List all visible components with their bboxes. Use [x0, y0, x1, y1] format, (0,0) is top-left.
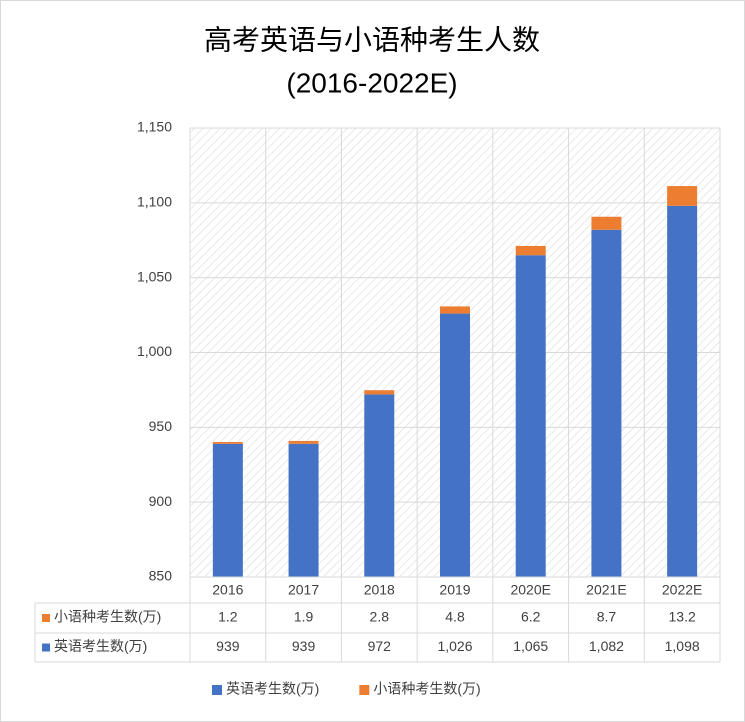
table-cell: 939	[216, 638, 240, 654]
y-tick-label: 1,000	[137, 343, 172, 359]
bar-segment	[364, 390, 395, 395]
bar-segment	[212, 442, 243, 444]
legend-key	[212, 685, 222, 695]
table-cell: 972	[368, 638, 392, 654]
y-tick-label: 950	[149, 418, 173, 434]
y-tick-label: 1,150	[137, 119, 172, 135]
chart-subtitle: (2016-2022E)	[286, 67, 457, 98]
table-cell: 1,098	[665, 638, 700, 654]
table-cell: 1.9	[294, 609, 314, 625]
bar-segment	[212, 443, 243, 577]
bar-segment	[515, 255, 546, 577]
bar-segment	[364, 394, 395, 577]
bar-segment	[667, 205, 698, 577]
x-tick-label: 2017	[288, 582, 319, 598]
table-legend-key	[42, 643, 50, 652]
bar-segment	[591, 229, 622, 578]
table-cell: 13.2	[669, 609, 696, 625]
y-tick-label: 1,100	[137, 194, 172, 210]
bar-segment	[288, 443, 319, 577]
table-cell: 1.2	[218, 609, 238, 625]
table-cell: 939	[292, 638, 316, 654]
bar-segment	[591, 216, 622, 230]
x-tick-label: 2020E	[510, 582, 550, 598]
legend-label: 小语种考生数(万)	[373, 681, 480, 697]
bar-segment	[440, 313, 470, 577]
x-tick-label: 2022E	[662, 582, 702, 598]
x-tick-label: 2021E	[586, 582, 626, 598]
x-tick-label: 2019	[439, 582, 470, 598]
bar-segment	[515, 245, 546, 256]
y-tick-label: 900	[149, 493, 173, 509]
table-cell: 4.8	[445, 609, 465, 625]
table-cell: 1,065	[513, 638, 548, 654]
y-tick-label: 850	[149, 568, 173, 584]
table-legend-key	[42, 614, 50, 622]
bar-segment	[667, 186, 698, 206]
bar-segment	[288, 440, 319, 444]
x-tick-label: 2016	[212, 582, 243, 598]
chart-title: 高考英语与小语种考生人数	[204, 24, 540, 55]
table-row-label: 英语考生数(万)	[54, 638, 147, 654]
table-row-label: 小语种考生数(万)	[54, 609, 161, 625]
legend-key	[359, 685, 370, 695]
x-tick-label: 2018	[364, 582, 395, 598]
table-cell: 2.8	[370, 609, 390, 625]
table-cell: 8.7	[597, 609, 617, 625]
table-cell: 1,082	[589, 638, 624, 654]
table-cell: 6.2	[521, 609, 541, 625]
bar-segment	[440, 306, 470, 314]
legend-label: 英语考生数(万)	[226, 681, 319, 697]
y-tick-label: 1,050	[137, 268, 172, 284]
table-cell: 1,026	[437, 638, 472, 654]
